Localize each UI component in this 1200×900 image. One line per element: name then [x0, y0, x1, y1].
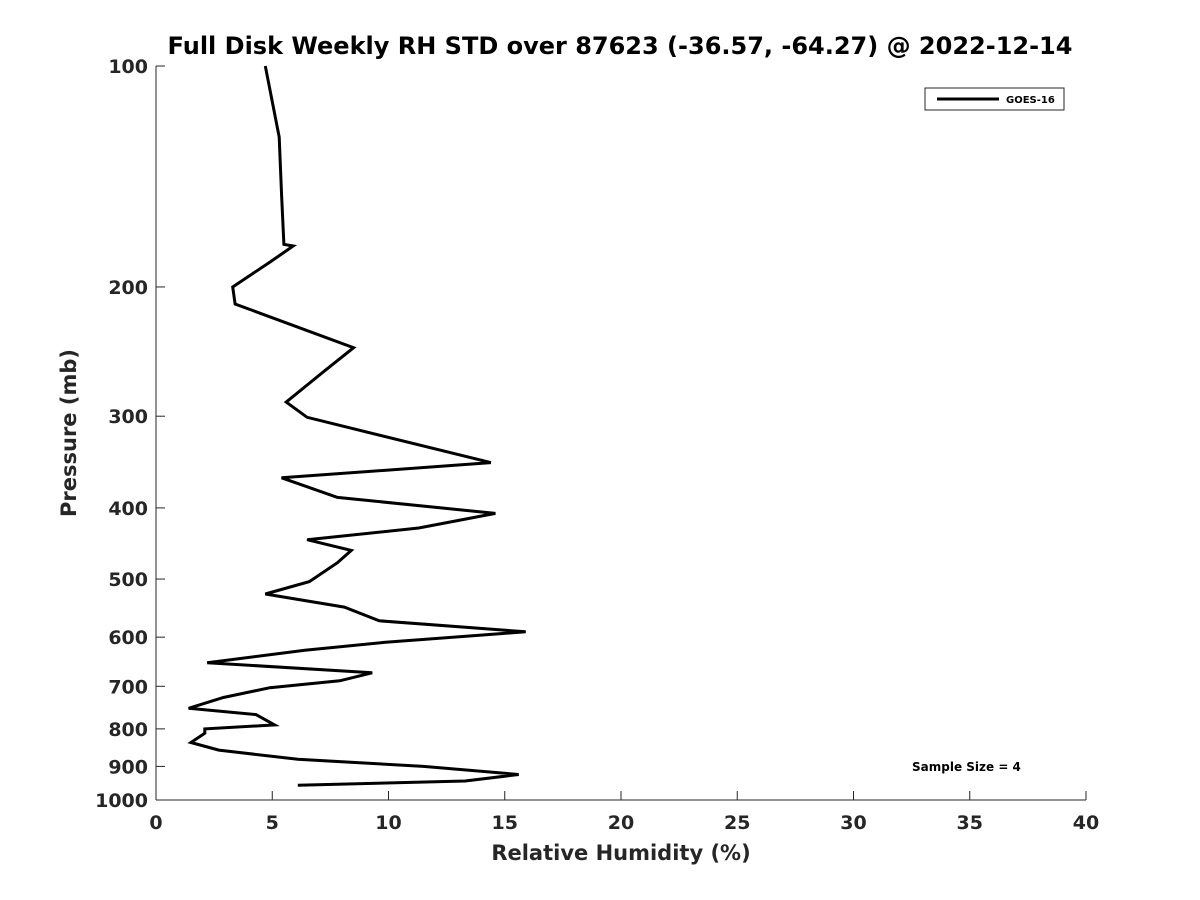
- x-tick-label: 5: [266, 812, 279, 834]
- y-tick-label: 800: [108, 719, 148, 741]
- chart-title: Full Disk Weekly RH STD over 87623 (-36.…: [168, 32, 1073, 60]
- axes: [155, 66, 1086, 801]
- y-tick-label: 400: [108, 498, 148, 520]
- y-tick-label: 100: [108, 56, 148, 78]
- x-tick-label: 30: [840, 812, 866, 834]
- x-tick-label: 25: [724, 812, 750, 834]
- y-ticks: 100 200 300 400 500 600 700 800 900 1000: [95, 56, 165, 812]
- x-tick-label: 15: [492, 812, 518, 834]
- y-tick-label: 700: [108, 676, 148, 698]
- legend: GOES-16: [924, 87, 1065, 111]
- legend-label: GOES-16: [1006, 95, 1055, 106]
- y-tick-label: 500: [108, 569, 148, 591]
- x-tick-label: 20: [608, 812, 634, 834]
- x-tick-label: 35: [957, 812, 983, 834]
- x-ticks: 0 5 10 15 20 25 30 35 40: [149, 791, 1099, 834]
- x-axis-label: Relative Humidity (%): [491, 841, 750, 865]
- y-tick-label: 900: [108, 756, 148, 778]
- y-tick-label: 300: [108, 406, 148, 428]
- series-line-0: [187, 65, 526, 787]
- x-tick-label: 0: [149, 812, 162, 834]
- series-group: [187, 65, 526, 787]
- sample-size-annotation: Sample Size = 4: [912, 760, 1021, 774]
- y-tick-label: 600: [108, 627, 148, 649]
- x-tick-label: 10: [375, 812, 401, 834]
- y-tick-label: 1000: [95, 790, 148, 812]
- y-tick-label: 200: [108, 277, 148, 299]
- y-axis-label: Pressure (mb): [57, 349, 81, 517]
- x-tick-label: 40: [1073, 812, 1099, 834]
